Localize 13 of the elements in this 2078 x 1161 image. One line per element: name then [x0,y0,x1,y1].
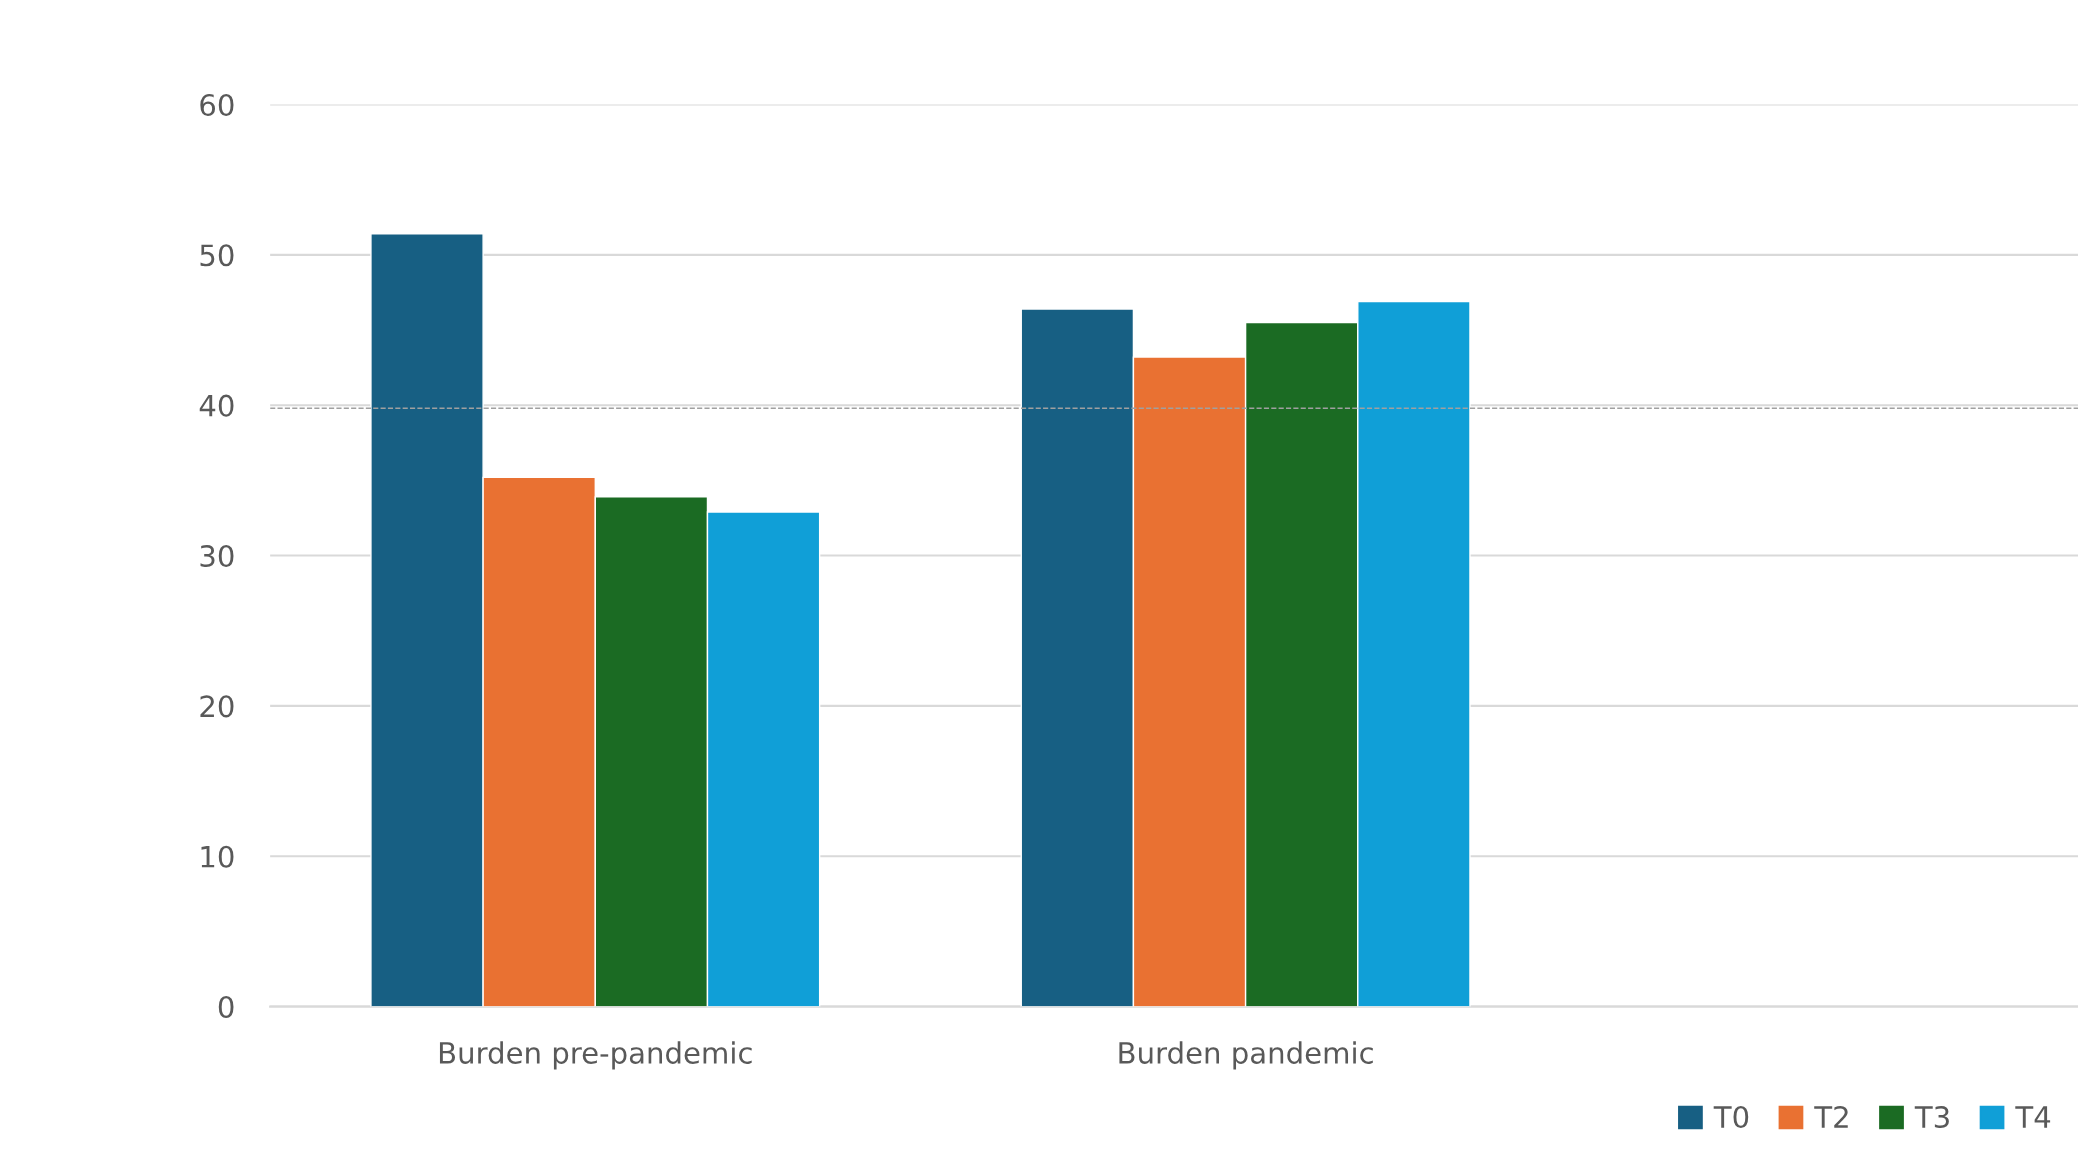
legend-label: T0 [1713,1105,1749,1129]
y-tick-label: 0 [218,996,234,1019]
x-tick-label: Burden pre-pandemic [439,1041,752,1070]
y-tick-label: 20 [200,695,234,718]
legend-label: T3 [1914,1105,1949,1129]
y-tick-label: 50 [200,244,234,267]
y-tick-label: 30 [200,544,234,568]
legend-label: T4 [2015,1106,2051,1128]
y-tick-label: 40 [199,394,234,417]
x-tick-label: Burden pandemic [1119,1041,1373,1070]
legend-label: T2 [1814,1105,1848,1128]
y-tick-label: 10 [201,845,234,868]
y-tick-label: 60 [200,93,234,116]
